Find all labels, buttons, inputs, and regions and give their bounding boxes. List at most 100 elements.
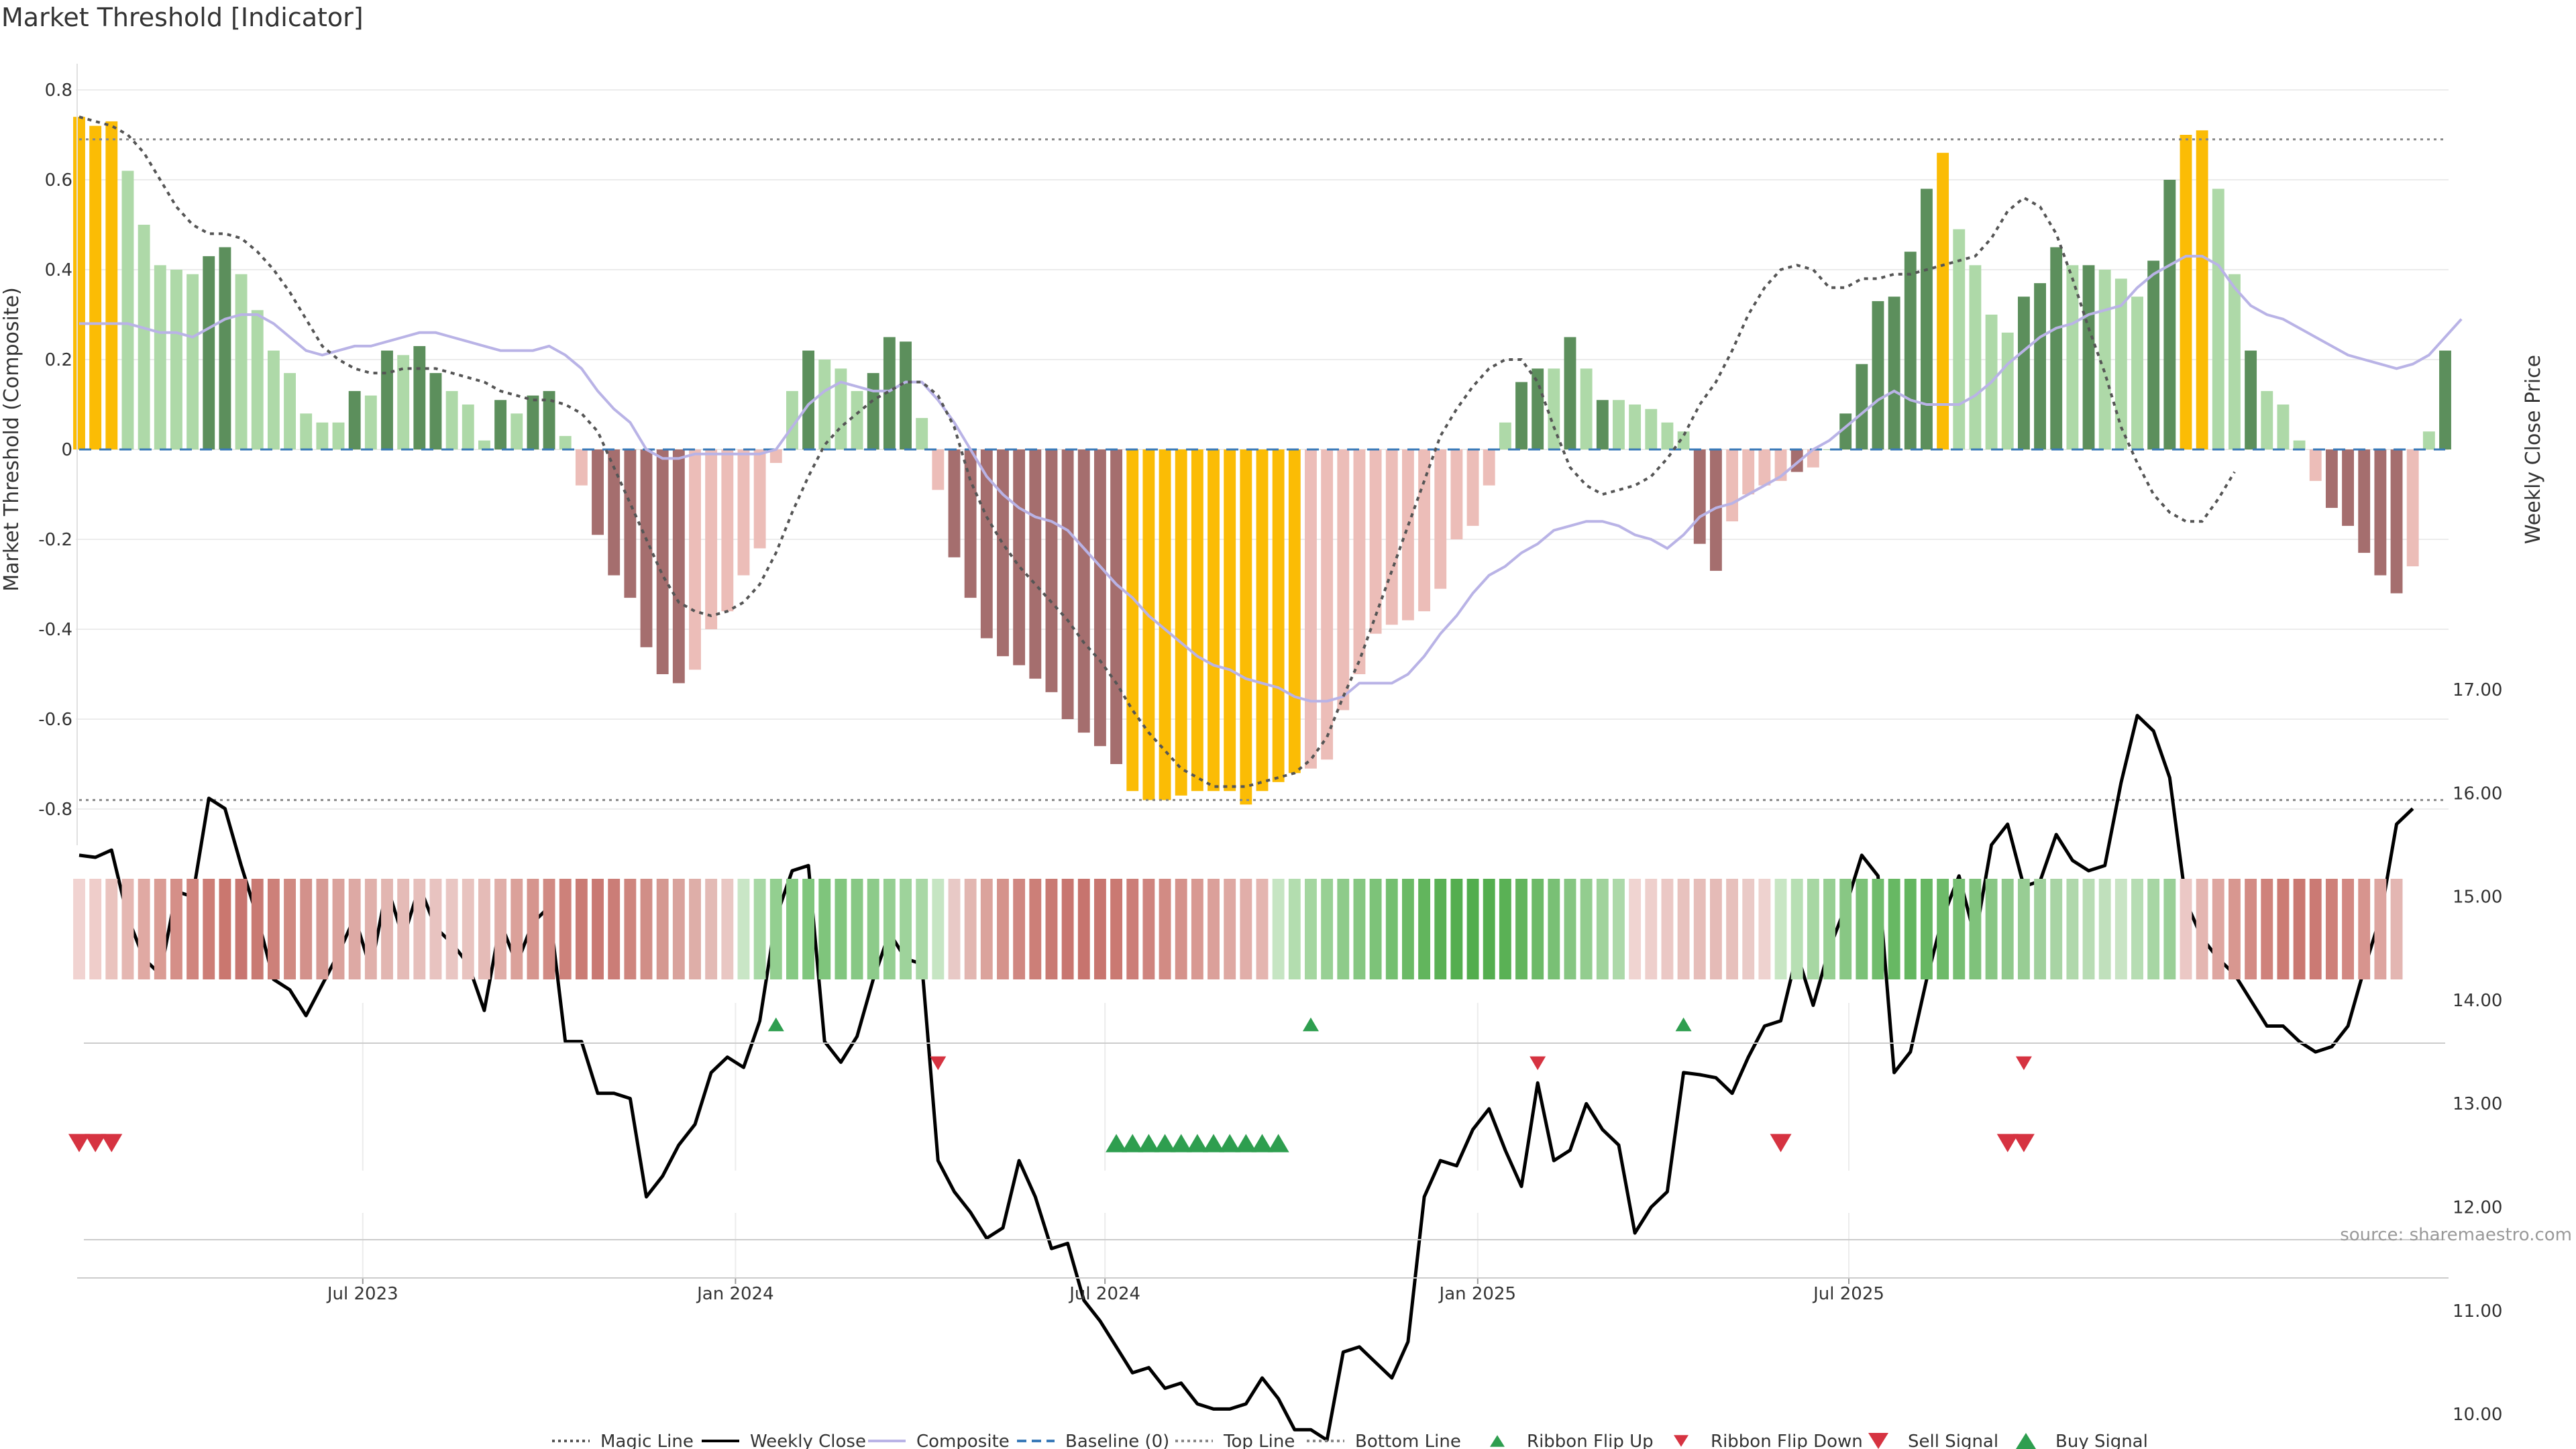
ribbon-cell [1953,879,1966,979]
composite-bar [364,395,377,449]
buy-signal-marker [1267,1134,1289,1152]
composite-bar [624,449,637,598]
sell-signal-marker [68,1134,90,1152]
buy-signal-marker [1138,1134,1160,1152]
ribbon-cell [1790,879,1803,979]
ribbon-cell [1709,879,1722,979]
ribbon-cell [2212,879,2224,979]
composite-bar [867,373,879,449]
ribbon-cell [1272,879,1285,979]
legend-item: Ribbon Flip Up [1490,1432,1654,1449]
composite-bar [2131,297,2143,449]
composite-bar [559,435,572,449]
ribbon-cell [1693,879,1706,979]
ribbon-cell [1515,879,1527,979]
composite-bar [348,390,361,449]
composite-bar [413,345,426,449]
ribbon-cell [1240,879,1252,979]
composite-bar [1726,449,1739,522]
buy-signal-marker [1170,1134,1192,1152]
composite-bar [1953,229,1966,449]
ribbon-cell [592,879,604,979]
ribbon-cell [916,879,928,979]
composite-bar [1921,189,1933,449]
composite-bar [2293,440,2306,449]
ribbon-cell [705,879,718,979]
ribbon-cell [932,879,945,979]
legend-swatch [2016,1433,2036,1449]
legend-label: Ribbon Flip Up [1527,1432,1654,1449]
composite-bar [445,390,458,449]
ribbon-cell [2050,879,2063,979]
ribbon-cell [219,879,231,979]
ribbon-cell [445,879,458,979]
legend-label: Ribbon Flip Down [1711,1432,1863,1449]
composite-bar [2309,449,2322,481]
ribbon-cell [1321,879,1334,979]
ribbon-cell [1401,879,1414,979]
composite-bar [2034,283,2046,449]
composite-bar [1742,449,1755,494]
ribbon-cell [835,879,847,979]
ribbon-cell [656,879,669,979]
composite-bar [1029,449,1042,679]
legend-label: Weekly Close [750,1432,866,1449]
ribbon-cell [1872,879,1884,979]
composite-bar [1142,449,1155,800]
ribbon-cell [1937,879,1949,979]
composite-bar [2245,350,2257,449]
ribbon-cell [2001,879,2014,979]
composite-bar [608,449,621,576]
composite-bar [332,422,345,449]
composite-bar [1904,252,1917,449]
composite-bar [2374,449,2387,576]
legend-item: Composite [868,1432,1010,1449]
y-tick-label: 0 [61,440,72,460]
x-tick-label: Jan 2025 [1438,1284,1517,1304]
composite-bar [1499,422,1511,449]
ribbon-cell [154,879,166,979]
ribbon-cell [1434,879,1447,979]
ribbon-cell [900,879,912,979]
composite-bar [186,274,199,449]
composite-bar [2277,405,2290,449]
ribbon-cell [1013,879,1026,979]
composite-bar [2390,449,2403,594]
ribbon-cell [2358,879,2371,979]
composite-bars [73,117,2451,805]
composite-bar [2196,130,2208,450]
ribbon-cell [1613,879,1625,979]
ribbon-cell [2245,879,2257,979]
composite-bar [2406,449,2419,567]
composite-bar [964,449,977,598]
composite-bar [462,405,474,449]
ribbon-cell [2114,879,2127,979]
composite-bar [769,449,782,464]
ribbon-cell [138,879,150,979]
ribbon-cell [1888,879,1900,979]
ribbon-cell [1305,879,1317,979]
buy-signal-marker [1186,1134,1208,1152]
ribbon-cell [1256,879,1269,979]
ribbon-cell [948,879,961,979]
composite-bar [1288,449,1301,773]
composite-bar [381,350,393,449]
composite-bar [2212,189,2224,449]
composite-bar [1159,449,1171,800]
ribbon-cell [1580,879,1593,979]
ribbon-cell [2098,879,2111,979]
composite-bar [689,449,701,670]
composite-bar [1191,449,1203,792]
ribbon-cell [170,879,182,979]
composite-bar [672,449,685,684]
composite-bar [997,449,1009,657]
ribbon-cell [478,879,490,979]
ribbon-cell [332,879,345,979]
ribbon-cell [300,879,313,979]
ribbon-cell [203,879,215,979]
ribbon-cell [2390,879,2403,979]
composite-bar [2342,449,2354,526]
y-tick-label-right: 15.00 [2453,888,2502,908]
y-tick-label-right: 10.00 [2453,1405,2502,1425]
composite-bar [494,400,507,449]
